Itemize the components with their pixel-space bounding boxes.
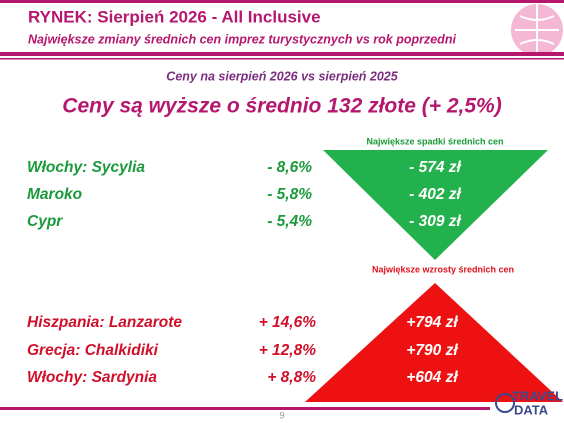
- page-number: 9: [279, 410, 284, 420]
- destination: Maroko: [27, 186, 82, 203]
- change: - 5,8%: [267, 186, 312, 203]
- increases-title: Największe wzrosty średnich cen: [372, 264, 514, 274]
- change: - 5,4%: [267, 213, 312, 230]
- logo-text: TRAVEL: [512, 388, 563, 403]
- amount: - 574 zł: [409, 159, 461, 176]
- decreases-title: Największe spadki średnich cen: [366, 136, 503, 146]
- increase-triangle: [305, 283, 563, 402]
- footer-rule: [0, 407, 490, 410]
- logo-text: DATA: [514, 402, 549, 417]
- destination: Włochy: Sardynia: [27, 369, 157, 386]
- header-rule-thin: [0, 58, 564, 60]
- subtitle: Największe zmiany średnich cen imprez tu…: [28, 32, 456, 46]
- amount: - 402 zł: [409, 186, 461, 203]
- top-rule: [0, 0, 564, 3]
- amount: +790 zł: [406, 342, 458, 359]
- destination: Cypr: [27, 213, 63, 230]
- amount: +604 zł: [406, 369, 458, 386]
- destination: Hiszpania: Lanzarote: [27, 314, 182, 331]
- decrease-triangle: [323, 150, 548, 260]
- destination: Włochy: Sycylia: [27, 159, 145, 176]
- amount: +794 zł: [406, 314, 458, 331]
- change: - 8,6%: [267, 159, 312, 176]
- change: + 12,8%: [259, 342, 317, 359]
- change: + 8,8%: [267, 369, 316, 386]
- header-rule: [0, 52, 564, 56]
- amount: - 309 zł: [409, 213, 461, 230]
- headline: Ceny są wyższe o średnio 132 złote (+ 2,…: [62, 95, 501, 118]
- caption: Ceny na sierpień 2026 vs sierpień 2025: [166, 69, 398, 83]
- change: + 14,6%: [259, 314, 317, 331]
- logo-mark: [495, 393, 515, 413]
- destination: Grecja: Chalkidiki: [27, 342, 159, 359]
- title: RYNEK: Sierpień 2026 - All Inclusive: [28, 7, 321, 26]
- globe-lines: [515, 4, 559, 56]
